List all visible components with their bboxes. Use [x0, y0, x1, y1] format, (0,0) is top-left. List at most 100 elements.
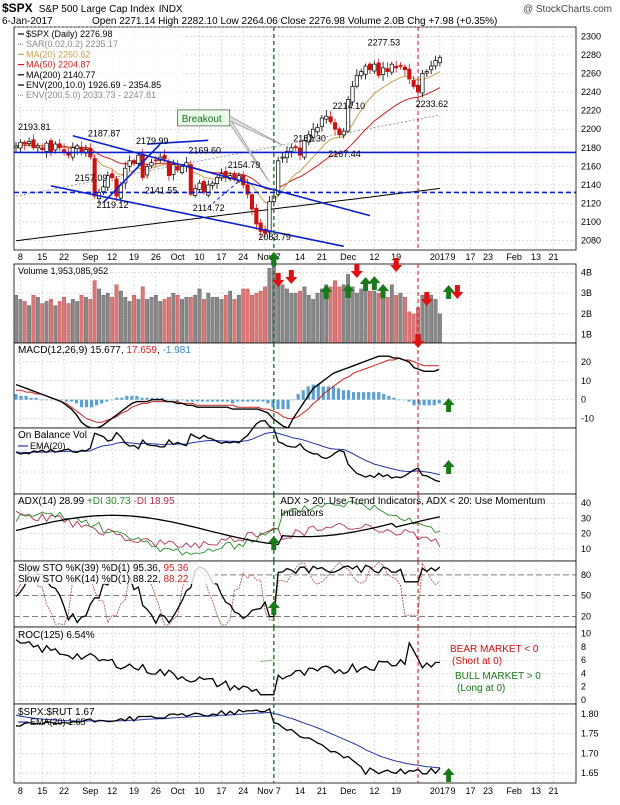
- macd-hist-bar: [24, 395, 28, 400]
- y-tick-label: 0: [581, 395, 586, 405]
- sto39-legend-label: Slow STO %K(39) %D(1) 95.36,: [18, 563, 163, 574]
- macd-legend-v3: -1.981: [163, 345, 192, 356]
- macd-hist-bar: [276, 399, 280, 410]
- macd-hist-bar: [326, 386, 330, 400]
- volume-bar: [394, 294, 399, 344]
- candle-body: [245, 184, 250, 195]
- volume-legend: Volume 1,953,085,952: [18, 266, 108, 276]
- y-tick-label: 2080: [581, 236, 601, 246]
- x-tick-label: Nov: [257, 252, 274, 262]
- x-tick-label: 2017: [430, 252, 450, 262]
- candle-body: [136, 154, 141, 164]
- volume-up-arrow: [342, 284, 355, 298]
- candle-body: [276, 160, 281, 195]
- bottom-x-tick-label: 15: [37, 786, 47, 796]
- macd-hist-bar: [281, 399, 285, 410]
- macd-hist-bar: [100, 399, 104, 404]
- bottom-x-tick-label: 19: [391, 786, 401, 796]
- macd-hist-bar: [226, 399, 230, 402]
- macd-hist-bar: [64, 399, 68, 402]
- volume-bar: [53, 305, 58, 344]
- candle-body: [372, 63, 377, 72]
- y-tick-label: 2220: [581, 106, 601, 116]
- price-annotation: 2157.09: [75, 173, 108, 183]
- y-tick-label: 50: [581, 591, 591, 601]
- bottom-x-tick-label: 21: [317, 786, 327, 796]
- volume-bar: [136, 299, 141, 344]
- obv-legend: On Balance Vol: [18, 430, 87, 441]
- y-tick-label: 30: [581, 513, 591, 523]
- macd-hist-bar: [180, 399, 184, 401]
- volume-bar: [140, 286, 145, 344]
- x-tick-label: 14: [295, 252, 305, 262]
- macd-legend-v2: 17.659: [126, 345, 157, 356]
- adx-panel: 10 20 30 40 ADX(14) 28.99 +DI 30.73 -DI 18.9…: [13, 493, 591, 562]
- macd-hist-bar: [432, 399, 436, 406]
- volume-bar: [118, 290, 123, 344]
- volume-bar: [97, 288, 101, 344]
- candle-body: [214, 177, 220, 184]
- volume-bar: [127, 301, 132, 344]
- macd-hist-bar: [215, 399, 220, 402]
- candle-body: [249, 194, 255, 210]
- candle-body: [153, 159, 158, 162]
- macd-hist-bar: [39, 399, 43, 401]
- macd-hist-bar: [246, 399, 250, 402]
- volume-bar: [354, 292, 359, 344]
- adx-legend-pdi: +DI 30.73: [87, 496, 131, 507]
- x-tick-label: Dec: [340, 252, 357, 262]
- x-tick-label: 19: [129, 252, 139, 262]
- macd-hist-bar: [200, 399, 205, 402]
- x-tick-label: 17: [216, 252, 226, 262]
- candle-body: [206, 184, 211, 196]
- adx-legend-mdi: -DI 18.95: [133, 496, 175, 507]
- candle-body: [420, 73, 425, 94]
- volume-bar: [341, 284, 346, 344]
- volume-bar: [66, 303, 71, 344]
- candle-body: [341, 130, 346, 136]
- obv-up-arrow: [442, 460, 455, 474]
- volume-bar: [306, 294, 311, 344]
- volume-bar: [215, 297, 219, 344]
- macd-hist-bar: [316, 384, 320, 400]
- volume-bar: [44, 301, 49, 344]
- candle-body: [289, 147, 294, 152]
- y-tick-label: 10: [581, 629, 591, 639]
- volume-bar: [407, 311, 412, 344]
- candle-body: [411, 79, 416, 87]
- bottom-x-tick-label: 12: [369, 786, 379, 796]
- candle-body: [267, 201, 272, 233]
- y-tick-label: 2: [581, 682, 586, 692]
- macd-hist-bar: [205, 399, 210, 402]
- sto14-legend: Slow STO %K(14) %D(1) 88.22, 88.22: [18, 574, 189, 585]
- volume-bar: [70, 299, 75, 344]
- macd-hist-bar: [125, 395, 129, 400]
- volume-bar: [62, 297, 66, 344]
- candle-body: [315, 126, 320, 133]
- candle-body: [180, 166, 185, 174]
- roc-dotted-segment: [260, 659, 274, 663]
- volume-bar: [350, 286, 355, 344]
- obv-line: [15, 420, 441, 483]
- ratio-legend: $SPX:$RUT 1.67: [18, 707, 95, 718]
- candle-body: [101, 186, 106, 192]
- price-annotation: 2083.79: [258, 232, 291, 242]
- macd-hist-bar: [210, 399, 215, 402]
- volume-bar: [14, 294, 18, 344]
- macd-hist-bar: [110, 399, 114, 401]
- dotted-channel-line: [207, 177, 244, 208]
- macd-hist-bar: [346, 390, 351, 400]
- volume-up-arrow: [368, 276, 381, 290]
- macd-hist-bar: [407, 399, 411, 402]
- x-tick-label: 12: [369, 252, 379, 262]
- x-tick-label: Sep: [82, 252, 98, 262]
- y-tick-label: 2B: [581, 309, 592, 319]
- macd-hist-bar: [69, 399, 74, 402]
- macd-hist-bar: [387, 395, 391, 400]
- candle-body: [105, 175, 110, 188]
- volume-bar: [372, 290, 377, 344]
- candle-body: [402, 66, 407, 71]
- candle-body: [298, 147, 303, 156]
- x-tick-label: 17: [465, 252, 475, 262]
- volume-bar: [153, 294, 158, 344]
